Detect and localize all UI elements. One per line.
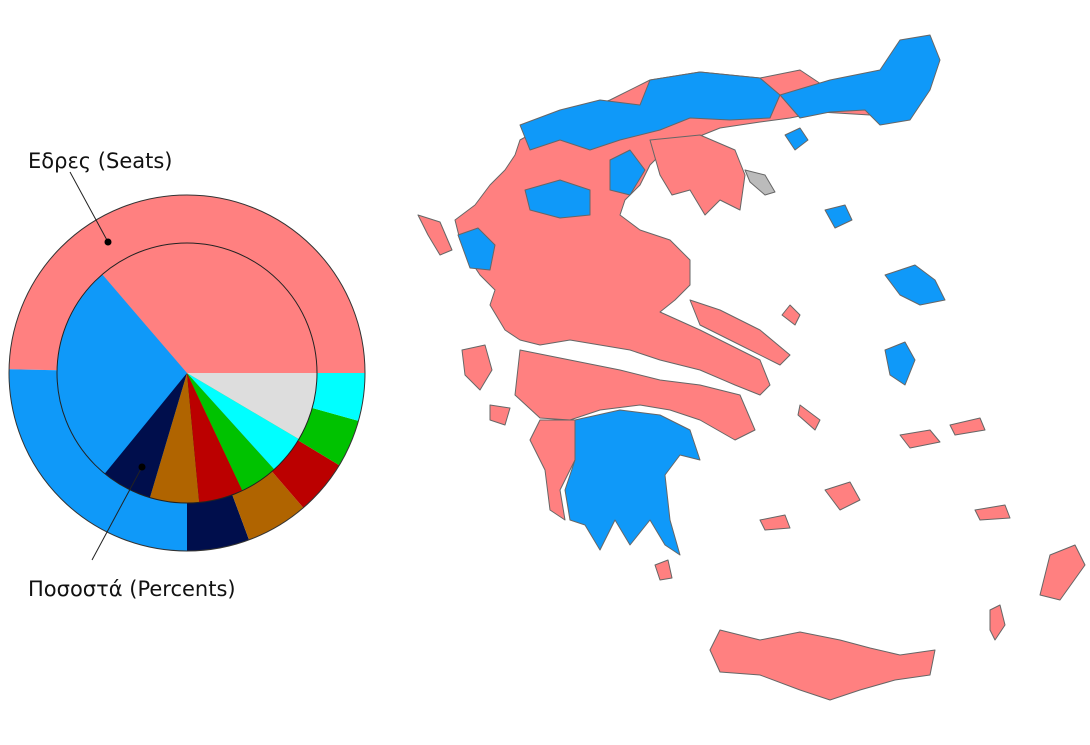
map-region-west-macedonia [519, 71, 781, 151]
map-region-mount-athos [744, 169, 776, 196]
percents-slice-nd [56, 274, 187, 474]
map-island-rhodes [1039, 544, 1086, 601]
greece-map [417, 34, 1086, 701]
percents-slice-gd [104, 373, 187, 498]
outer-ring-border [8, 194, 366, 552]
map-region-peloponnese [564, 409, 701, 556]
map-island-lemnos [824, 204, 853, 229]
map-island-ikaria [949, 417, 986, 436]
percents-label: Ποσοστά (Percents) [28, 577, 236, 601]
map-island-crete [709, 629, 936, 701]
inner-ring-border [56, 242, 318, 504]
map-island-skyros [781, 304, 801, 326]
percents-slice-kke [187, 373, 243, 503]
percents-slice-other [187, 373, 317, 440]
percents-slice-pasok [187, 373, 275, 491]
seats-leader-dot [104, 238, 112, 246]
seats-leader-line [69, 171, 109, 243]
map-island-naxos [824, 481, 861, 511]
map-island-andros [797, 404, 821, 431]
percents-leader-dot [138, 463, 146, 471]
map-island-chios [884, 341, 916, 386]
map-region-evia [689, 299, 791, 366]
percents-slice-syriza [102, 243, 317, 373]
map-region-chalkidiki [649, 134, 746, 216]
map-island-kythira [654, 559, 673, 581]
map-region-kozani [524, 179, 591, 219]
seats-label: Εδρες (Seats) [28, 149, 172, 173]
map-region-preveza [457, 227, 496, 271]
map-island-kos [974, 504, 1011, 521]
map-island-samos [899, 429, 941, 449]
map-island-milos [759, 514, 791, 531]
percents-slice-anel [187, 373, 299, 470]
map-island-kefalonia [461, 344, 493, 391]
percents-slice-potami [149, 373, 200, 504]
map-island-karpathos [989, 604, 1006, 641]
pie-chart [8, 194, 366, 551]
map-island-zakynthos [489, 404, 511, 426]
map-island-thasos [784, 127, 809, 151]
percents-leader-line [91, 466, 143, 561]
map-island-lesbos [884, 264, 946, 306]
map-region-pieria [609, 149, 646, 196]
map-region-corfu [417, 214, 453, 256]
map-region-thrace [779, 34, 941, 126]
map-region-central-greece [514, 349, 756, 441]
